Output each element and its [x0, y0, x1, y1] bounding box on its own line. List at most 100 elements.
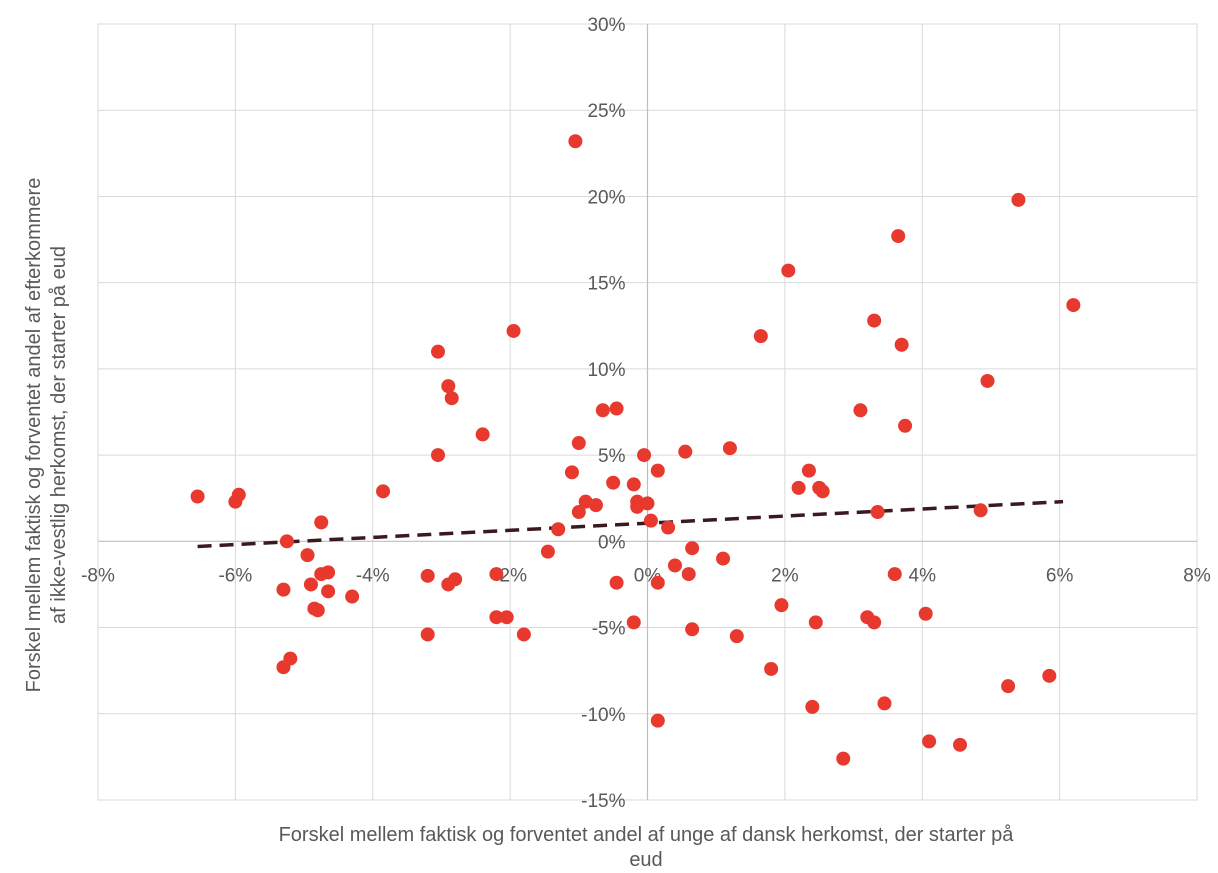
- data-point: [444, 391, 459, 406]
- x-tick-labels: -8% -6% -4% -2% 0% 2% 4% 6% 8%: [81, 565, 1211, 586]
- y-axis-title: Forskel mellem faktisk og forventet ande…: [23, 178, 70, 693]
- data-point: [506, 323, 521, 338]
- data-point: [300, 548, 315, 563]
- data-point: [540, 544, 555, 559]
- trendline: [197, 499, 1064, 549]
- y-axis-title-line-2: af ikke-vestlig herkomst, der starter på…: [48, 246, 70, 624]
- data-point: [564, 465, 579, 480]
- data-point: [722, 441, 737, 456]
- x-tick-label: 4%: [909, 565, 937, 586]
- data-point: [276, 582, 291, 597]
- data-point: [685, 622, 700, 637]
- data-point: [568, 134, 583, 149]
- data-point: [898, 418, 913, 433]
- data-point: [643, 513, 658, 528]
- data-point: [420, 568, 435, 583]
- x-tick-label: -8%: [81, 565, 115, 586]
- x-axis-title-line-2: eud: [629, 849, 662, 871]
- data-point: [729, 629, 744, 644]
- data-point: [283, 651, 298, 666]
- data-point: [475, 427, 490, 442]
- vertical-gridlines: [97, 24, 1198, 800]
- x-tick-label: 2%: [771, 565, 799, 586]
- data-point: [805, 699, 820, 714]
- data-point: [489, 567, 504, 582]
- data-point: [609, 401, 624, 416]
- data-point: [279, 534, 294, 549]
- data-point: [1011, 192, 1026, 207]
- y-tick-label: -10%: [581, 705, 625, 726]
- data-point: [953, 737, 968, 752]
- trendline-group: [197, 499, 1064, 549]
- data-point: [420, 627, 435, 642]
- data-point: [1001, 679, 1016, 694]
- data-point: [980, 373, 995, 388]
- data-point: [887, 567, 902, 582]
- data-point: [571, 505, 586, 520]
- x-tick-label: -4%: [356, 565, 390, 586]
- y-tick-label: -5%: [592, 619, 626, 640]
- y-tick-labels: -15% -10% -5% 0% 5% 10% 15% 20% 25% 30%: [581, 15, 625, 812]
- x-axis-title-line-1: Forskel mellem faktisk og forventet ande…: [279, 824, 1015, 846]
- data-point: [650, 463, 665, 478]
- data-point: [922, 734, 937, 749]
- data-point: [867, 615, 882, 630]
- data-point: [867, 313, 882, 328]
- data-point: [321, 584, 336, 599]
- data-point: [853, 403, 868, 418]
- data-point: [650, 575, 665, 590]
- data-point: [681, 567, 696, 582]
- data-point: [626, 477, 641, 492]
- data-point: [678, 444, 693, 459]
- data-point: [870, 505, 885, 520]
- data-point: [801, 463, 816, 478]
- data-point: [376, 484, 391, 499]
- data-point: [637, 448, 652, 463]
- y-tick-label: 15%: [587, 274, 625, 295]
- data-point: [190, 489, 205, 504]
- data-point: [499, 610, 514, 625]
- data-point: [973, 503, 988, 518]
- data-point: [815, 484, 830, 499]
- data-point: [764, 661, 779, 676]
- data-point: [716, 551, 731, 566]
- data-point: [345, 589, 360, 604]
- data-point: [640, 496, 655, 511]
- data-point: [661, 520, 676, 535]
- data-point: [781, 263, 796, 278]
- data-point: [431, 344, 446, 359]
- data-point: [1066, 298, 1081, 313]
- x-tick-label: -6%: [218, 565, 252, 586]
- data-point: [891, 229, 906, 244]
- data-point: [431, 448, 446, 463]
- axes: [98, 24, 1197, 800]
- data-points: [190, 134, 1081, 766]
- data-point: [791, 480, 806, 495]
- data-point: [774, 598, 789, 613]
- data-point: [753, 329, 768, 344]
- data-point: [808, 615, 823, 630]
- x-tick-label: 8%: [1183, 565, 1211, 586]
- data-point: [551, 522, 566, 537]
- data-point: [489, 610, 504, 625]
- y-tick-label: 30%: [587, 15, 625, 36]
- data-point: [685, 541, 700, 556]
- y-tick-label: -15%: [581, 791, 625, 812]
- y-axis-title-line-1: Forskel mellem faktisk og forventet ande…: [23, 178, 45, 693]
- data-point: [609, 575, 624, 590]
- y-tick-label: 25%: [587, 101, 625, 122]
- data-point: [626, 615, 641, 630]
- data-point: [516, 627, 531, 642]
- data-point: [441, 379, 456, 394]
- data-point: [606, 475, 621, 490]
- data-point: [314, 515, 329, 530]
- data-point: [310, 603, 325, 618]
- data-point: [595, 403, 610, 418]
- data-point: [877, 696, 892, 711]
- data-point: [571, 436, 586, 451]
- x-tick-label: 6%: [1046, 565, 1074, 586]
- data-point: [836, 751, 851, 766]
- data-point: [448, 572, 463, 587]
- data-point: [588, 498, 603, 513]
